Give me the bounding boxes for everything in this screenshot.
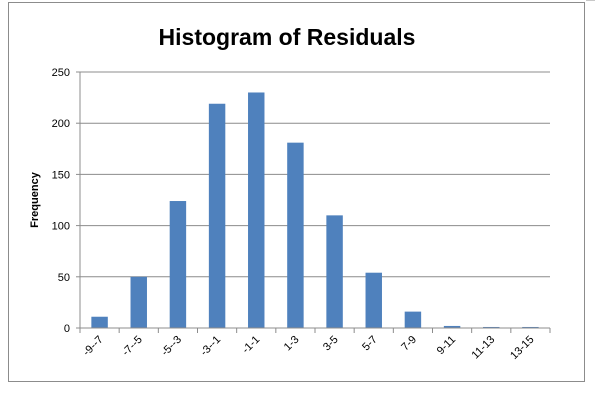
x-tick-label: 1-3	[282, 334, 302, 354]
x-tick-label: 13-15	[508, 334, 536, 362]
x-tick-label: -5--3	[159, 334, 184, 359]
y-tick-labels: 0 50 100 150 200 250	[52, 67, 80, 335]
x-tick-label: 7-9	[399, 334, 419, 354]
bar	[287, 142, 304, 328]
bar	[248, 92, 265, 328]
window-corner-line	[586, 0, 595, 7]
bar	[169, 201, 187, 328]
gridlines	[80, 71, 550, 278]
y-tick-label: 250	[52, 67, 70, 79]
y-tick-label: 0	[64, 323, 70, 335]
bar	[208, 103, 226, 328]
y-tick-label: 100	[52, 221, 70, 233]
bar	[365, 272, 382, 328]
y-tick-label: 50	[58, 272, 70, 284]
bar	[130, 276, 147, 328]
x-tick-label: 9-11	[435, 334, 458, 357]
bar	[404, 311, 422, 328]
x-tick-label: -7--5	[120, 334, 145, 359]
x-tick-label: -3--1	[198, 334, 223, 359]
y-tick-label: 150	[52, 169, 70, 181]
y-tick-label: 200	[52, 118, 70, 130]
bars	[91, 92, 539, 328]
x-tick-label: -1-1	[240, 334, 262, 356]
bar	[91, 316, 108, 328]
chart-title: Histogram of Residuals	[159, 24, 416, 50]
x-tick-labels: -9--7 -7--5 -5--3 -3--1 -1-1 1-3 3-5 5-7 7-9 9-11…	[81, 334, 537, 362]
bar	[483, 326, 500, 328]
bar	[522, 326, 539, 328]
bar	[443, 325, 461, 328]
x-tick-label: 3-5	[321, 334, 341, 354]
axes	[79, 72, 551, 333]
x-tick-label: -9--7	[81, 334, 106, 359]
y-axis-label: Frequency	[29, 171, 41, 228]
x-tick-label: 5-7	[360, 334, 380, 354]
bar	[326, 215, 343, 328]
x-tick-label: 11-13	[470, 334, 498, 362]
